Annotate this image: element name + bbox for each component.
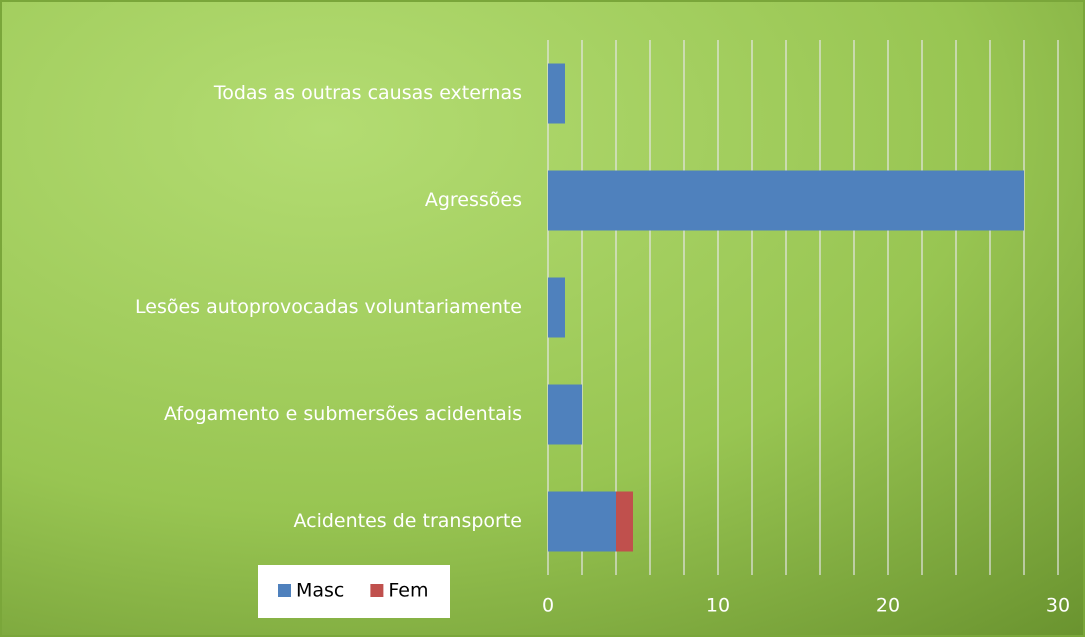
x-tick-label: 20 [876, 595, 900, 617]
x-tick-label: 30 [1046, 595, 1070, 617]
legend-label: Masc [296, 580, 344, 602]
bar [548, 277, 565, 338]
y-tick-label: Acidentes de transporte [293, 510, 522, 532]
legend-label: Fem [388, 580, 428, 602]
x-tick-label: 0 [542, 595, 554, 617]
bar [548, 170, 1024, 231]
bar [548, 384, 582, 445]
legend-swatch [278, 584, 291, 597]
x-tick-label: 10 [706, 595, 730, 617]
bar [616, 491, 633, 552]
y-tick-label: Afogamento e submersões acidentais [164, 403, 522, 425]
bar [548, 63, 565, 124]
bar [548, 491, 616, 552]
y-tick-label: Lesões autoprovocadas voluntariamente [135, 296, 522, 318]
y-tick-label: Todas as outras causas externas [213, 82, 522, 104]
y-tick-label: Agressões [425, 189, 522, 211]
legend-swatch [370, 584, 384, 597]
